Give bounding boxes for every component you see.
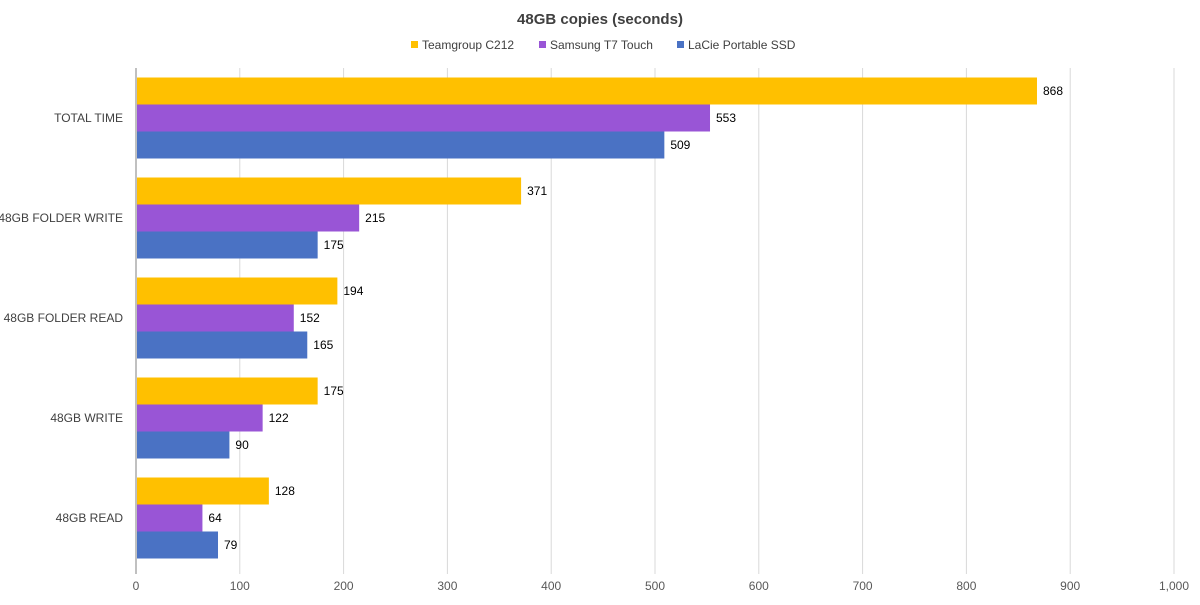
category-label: 48GB FOLDER WRITE [0, 211, 123, 225]
data-label: 553 [716, 111, 736, 125]
data-label: 79 [224, 538, 238, 552]
bar-lacie-portable-ssd [137, 331, 308, 359]
legend-swatch [411, 41, 418, 48]
chart-title: 48GB copies (seconds) [517, 11, 683, 28]
data-label: 509 [670, 138, 690, 152]
x-tick-label: 0 [133, 579, 140, 593]
category-label: 48GB FOLDER READ [4, 311, 124, 325]
data-label: 165 [313, 338, 333, 352]
x-tick-label: 900 [1060, 579, 1080, 593]
bar-lacie-portable-ssd [137, 531, 219, 559]
data-label: 152 [300, 311, 320, 325]
x-tick-label: 800 [956, 579, 976, 593]
x-tick-label: 200 [334, 579, 354, 593]
x-tick-label: 600 [749, 579, 769, 593]
data-label: 371 [527, 184, 547, 198]
data-label: 175 [324, 238, 344, 252]
legend-swatch [677, 41, 684, 48]
bar-samsung-t7-touch [137, 104, 711, 132]
bar-teamgroup-c212 [137, 177, 522, 205]
x-tick-label: 400 [541, 579, 561, 593]
data-label: 122 [269, 411, 289, 425]
bar-samsung-t7-touch [137, 204, 360, 232]
bar-lacie-portable-ssd [137, 231, 318, 259]
legend-label: LaCie Portable SSD [688, 38, 796, 52]
bar-samsung-t7-touch [137, 304, 294, 332]
x-tick-label: 100 [230, 579, 250, 593]
legend: Teamgroup C212 Samsung T7 Touch LaCie Port… [411, 38, 796, 52]
bar-teamgroup-c212 [137, 77, 1037, 105]
category-label: 48GB WRITE [50, 411, 123, 425]
data-label: 215 [365, 211, 385, 225]
bar-lacie-portable-ssd [137, 431, 230, 459]
x-tick-label: 300 [437, 579, 457, 593]
bar-teamgroup-c212 [137, 377, 318, 405]
labels: 0 100 200 300 400 500 600 700 800 900 1,000 TOTAL T… [0, 84, 1189, 593]
legend-swatch [539, 41, 546, 48]
x-tick-label: 1,000 [1159, 579, 1189, 593]
category-label: TOTAL TIME [54, 111, 123, 125]
bar-teamgroup-c212 [137, 277, 338, 305]
x-tick-label: 500 [645, 579, 665, 593]
data-label: 175 [324, 384, 344, 398]
x-tick-label: 700 [853, 579, 873, 593]
bar-lacie-portable-ssd [137, 131, 665, 159]
category-label: 48GB READ [56, 511, 124, 525]
bar-teamgroup-c212 [137, 477, 269, 505]
legend-label: Samsung T7 Touch [550, 38, 653, 52]
data-label: 64 [208, 511, 222, 525]
data-label: 194 [343, 284, 363, 298]
data-label: 868 [1043, 84, 1063, 98]
bar-samsung-t7-touch [137, 504, 203, 532]
data-label: 90 [235, 438, 249, 452]
data-label: 128 [275, 484, 295, 498]
bars [137, 77, 1037, 559]
bar-samsung-t7-touch [137, 404, 263, 432]
legend-label: Teamgroup C212 [422, 38, 514, 52]
